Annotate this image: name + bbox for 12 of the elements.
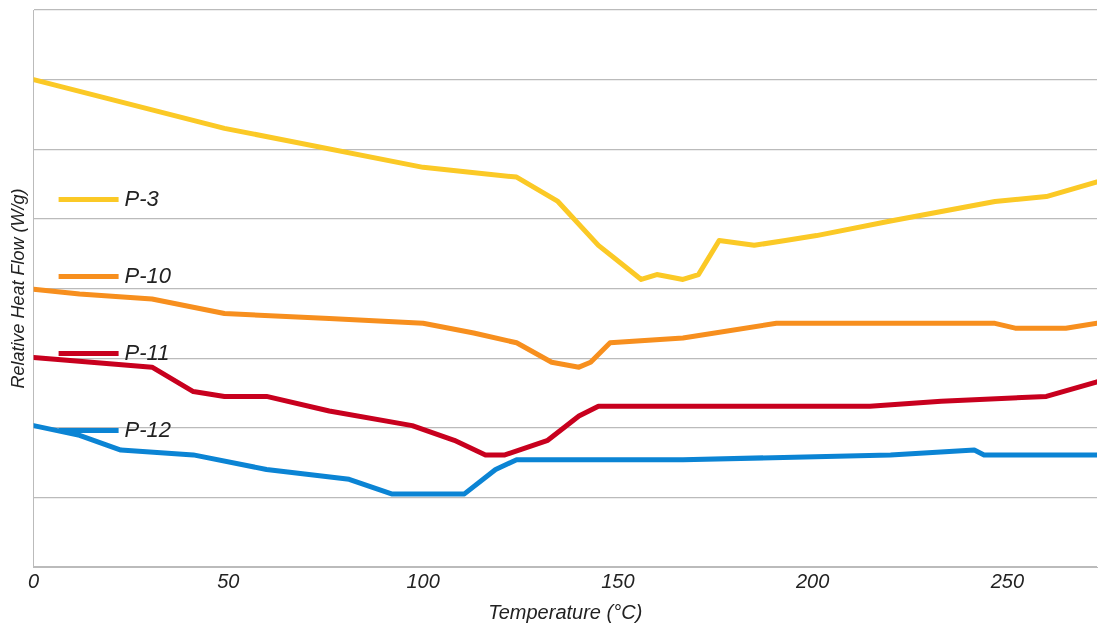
x-tick-label: 250 bbox=[989, 569, 1025, 592]
x-tick-label: 150 bbox=[601, 569, 635, 592]
legend-label: P-11 bbox=[124, 339, 170, 365]
legend-label: P-3 bbox=[124, 185, 160, 211]
x-tick-label: 0 bbox=[28, 569, 40, 592]
x-tick-label: 100 bbox=[406, 569, 440, 592]
legend-label: P-10 bbox=[124, 262, 172, 288]
x-axis-title: Temperature (°C) bbox=[488, 600, 643, 623]
legend-label: P-12 bbox=[124, 416, 172, 442]
x-tick-label: 50 bbox=[217, 569, 240, 592]
x-tick-label: 200 bbox=[794, 569, 830, 592]
y-axis-title: Relative Heat Flow (W/g) bbox=[7, 188, 28, 389]
